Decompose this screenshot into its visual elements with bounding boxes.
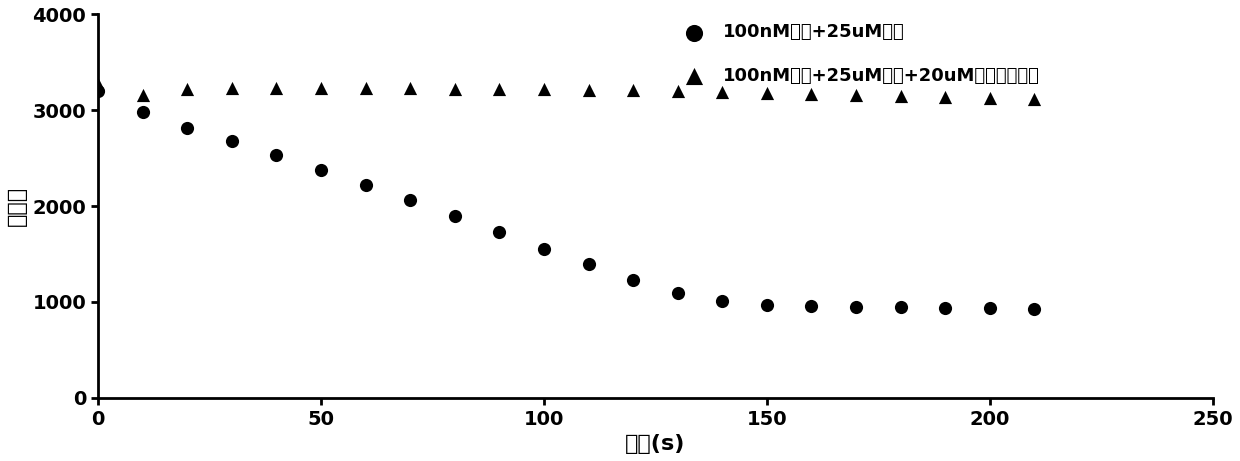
Legend: 100nM蛋白+25uM底物, 100nM蛋白+25uM底物+20uM氯氧碰柳胺钒: 100nM蛋白+25uM底物, 100nM蛋白+25uM底物+20uM氯氧碰柳胺… bbox=[676, 24, 1039, 85]
100nM蛋白+25uM底物+20uM氯氧碰柳胺钒 bbox=[401, 84, 420, 92]
100nM蛋白+25uM底物+20uM氯氧碰柳胺钒 bbox=[490, 85, 510, 92]
100nM蛋白+25uM底物 bbox=[980, 304, 999, 312]
100nM蛋白+25uM底物+20uM氯氧碰柳胺钒 bbox=[579, 86, 599, 93]
100nM蛋白+25uM底物 bbox=[490, 228, 510, 236]
100nM蛋白+25uM底物+20uM氯氧碰柳胺钒 bbox=[712, 89, 732, 96]
100nM蛋白+25uM底物+20uM氯氧碰柳胺钒 bbox=[624, 87, 644, 94]
Y-axis label: 荧光値: 荧光値 bbox=[7, 186, 27, 226]
100nM蛋白+25uM底物+20uM氯氧碰柳胺钒 bbox=[935, 93, 955, 100]
100nM蛋白+25uM底物 bbox=[222, 137, 242, 145]
100nM蛋白+25uM底物 bbox=[401, 197, 420, 204]
100nM蛋白+25uM底物+20uM氯氧碰柳胺钒 bbox=[846, 91, 866, 99]
100nM蛋白+25uM底物 bbox=[1024, 305, 1044, 312]
100nM蛋白+25uM底物+20uM氯氧碰柳胺钒 bbox=[445, 85, 465, 92]
100nM蛋白+25uM底物 bbox=[133, 108, 153, 116]
100nM蛋白+25uM底物 bbox=[267, 152, 286, 159]
100nM蛋白+25uM底物 bbox=[712, 297, 732, 305]
100nM蛋白+25uM底物 bbox=[579, 260, 599, 267]
100nM蛋白+25uM底物 bbox=[846, 303, 866, 310]
100nM蛋白+25uM底物+20uM氯氧碰柳胺钒 bbox=[668, 88, 688, 95]
100nM蛋白+25uM底物+20uM氯氧碰柳胺钒 bbox=[133, 91, 153, 99]
100nM蛋白+25uM底物 bbox=[801, 302, 821, 310]
100nM蛋白+25uM底物 bbox=[177, 124, 197, 131]
100nM蛋白+25uM底物+20uM氯氧碰柳胺钒 bbox=[801, 90, 821, 98]
100nM蛋白+25uM底物+20uM氯氧碰柳胺钒 bbox=[534, 85, 554, 93]
100nM蛋白+25uM底物+20uM氯氧碰柳胺钒 bbox=[222, 84, 242, 92]
100nM蛋白+25uM底物 bbox=[534, 246, 554, 253]
100nM蛋白+25uM底物+20uM氯氧碰柳胺钒 bbox=[890, 92, 910, 100]
100nM蛋白+25uM底物+20uM氯氧碰柳胺钒 bbox=[756, 89, 776, 97]
100nM蛋白+25uM底物 bbox=[624, 276, 644, 284]
100nM蛋白+25uM底物 bbox=[356, 181, 376, 189]
100nM蛋白+25uM底物+20uM氯氧碰柳胺钒 bbox=[88, 81, 108, 88]
100nM蛋白+25uM底物+20uM氯氧碰柳胺钒 bbox=[311, 84, 331, 92]
100nM蛋白+25uM底物 bbox=[935, 304, 955, 311]
100nM蛋白+25uM底物 bbox=[88, 88, 108, 95]
100nM蛋白+25uM底物+20uM氯氧碰柳胺钒 bbox=[356, 84, 376, 92]
100nM蛋白+25uM底物 bbox=[668, 290, 688, 297]
100nM蛋白+25uM底物 bbox=[445, 212, 465, 219]
100nM蛋白+25uM底物+20uM氯氧碰柳胺钒 bbox=[980, 94, 999, 101]
X-axis label: 时间(s): 时间(s) bbox=[625, 434, 686, 454]
100nM蛋白+25uM底物+20uM氯氧碰柳胺钒 bbox=[177, 85, 197, 93]
100nM蛋白+25uM底物 bbox=[890, 303, 910, 311]
100nM蛋白+25uM底物+20uM氯氧碰柳胺钒 bbox=[1024, 95, 1044, 102]
100nM蛋白+25uM底物 bbox=[311, 166, 331, 173]
100nM蛋白+25uM底物 bbox=[756, 301, 776, 308]
100nM蛋白+25uM底物+20uM氯氧碰柳胺钒 bbox=[267, 84, 286, 92]
